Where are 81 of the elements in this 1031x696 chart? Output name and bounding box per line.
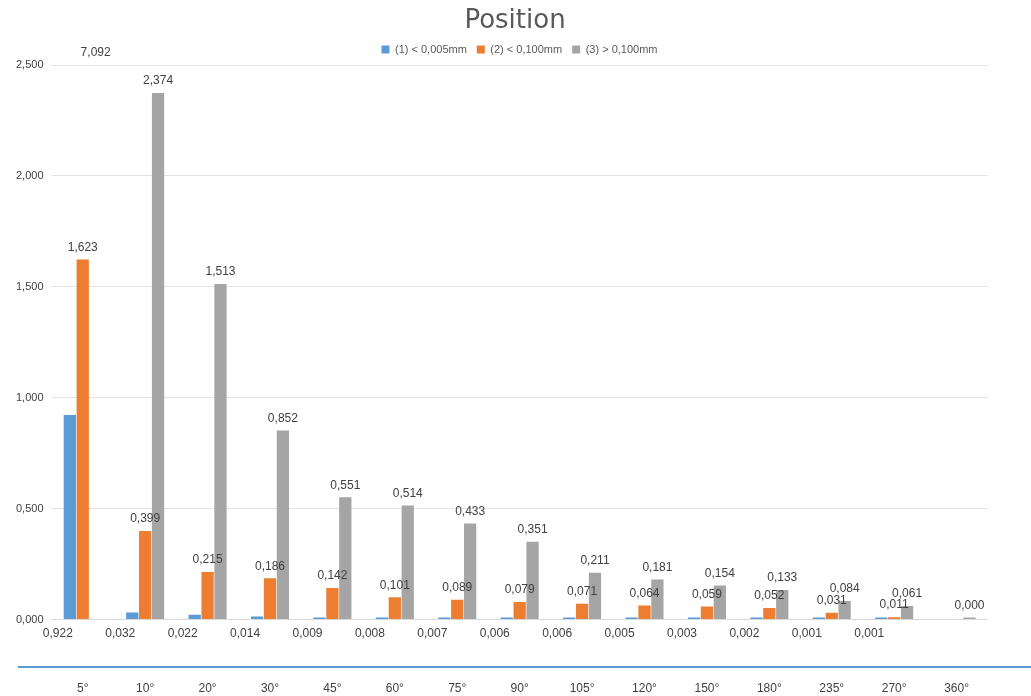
bar xyxy=(575,603,589,620)
x-tick-label: 180° xyxy=(756,681,782,696)
bar xyxy=(326,588,339,620)
x-tick-label: 105° xyxy=(569,681,595,696)
x-tick-label: 60° xyxy=(385,681,405,696)
bar xyxy=(638,605,651,620)
bar xyxy=(250,616,264,620)
data-label: 0,181 xyxy=(642,559,673,574)
bar xyxy=(700,606,714,620)
data-label: 0,064 xyxy=(629,585,660,600)
x-tick-label: 360° xyxy=(944,681,970,696)
x-tick-label: 5° xyxy=(76,681,89,696)
data-label: 0,000 xyxy=(954,597,985,612)
bar xyxy=(451,599,464,620)
legend-label: (3) > 0,100mm xyxy=(585,42,658,55)
data-label: 0,399 xyxy=(130,511,161,526)
data-label: 0,101 xyxy=(379,577,411,592)
x-tick-label: 30° xyxy=(260,681,280,696)
data-label: 0,014 xyxy=(230,625,261,640)
y-tick-label: 2,000 xyxy=(16,168,44,181)
y-tick-label: 0,000 xyxy=(16,612,44,625)
data-label: 0,007 xyxy=(417,625,448,640)
x-tick-label: 120° xyxy=(632,681,658,696)
data-label: 0,052 xyxy=(754,588,785,603)
bar xyxy=(63,415,76,620)
data-label: 2,374 xyxy=(143,73,174,88)
x-tick-label: 270° xyxy=(881,681,907,696)
x-tick-label: 20° xyxy=(198,681,217,696)
bar xyxy=(76,259,89,620)
data-label: 0,002 xyxy=(729,625,760,640)
data-label: 0,005 xyxy=(604,625,635,640)
x-tick-label: 235° xyxy=(819,681,845,696)
x-tick-label: 90° xyxy=(510,681,529,696)
data-label: 0,154 xyxy=(704,565,736,580)
bar xyxy=(513,602,526,620)
data-label: 0,003 xyxy=(667,625,698,640)
legend-label: (2) < 0,100mm xyxy=(490,42,563,55)
y-tick-label: 0,500 xyxy=(16,501,44,514)
data-label: 0,433 xyxy=(455,503,486,518)
data-label: 0,006 xyxy=(542,625,573,640)
data-label: 0,071 xyxy=(567,584,598,599)
y-tick-label: 2,500 xyxy=(16,58,44,71)
data-label: 0,142 xyxy=(317,568,348,583)
bar xyxy=(763,608,776,620)
data-label: 0,079 xyxy=(504,582,535,597)
data-label: 0,001 xyxy=(854,625,885,640)
data-label: 0,059 xyxy=(691,586,723,601)
chart-title: Position xyxy=(464,3,566,34)
x-tick-label: 10° xyxy=(136,681,155,696)
data-label: 0,551 xyxy=(330,477,361,492)
data-label: 0,133 xyxy=(767,570,798,585)
data-label: 0,008 xyxy=(354,625,386,640)
data-label: 0,215 xyxy=(192,552,223,567)
legend-label: (1) < 0,005mm xyxy=(395,42,467,55)
x-tick-label: 45° xyxy=(323,681,342,696)
data-label: 0,089 xyxy=(442,580,473,595)
data-label: 0,351 xyxy=(517,522,548,537)
data-label: 0,211 xyxy=(580,553,610,568)
data-label: 1,513 xyxy=(205,264,236,279)
data-label: 0,186 xyxy=(254,558,286,573)
data-label: 0,084 xyxy=(829,581,860,596)
data-label: 0,852 xyxy=(267,410,299,425)
data-label: 0,031 xyxy=(816,593,848,608)
text: 7,092 xyxy=(80,45,111,60)
data-label: 0,006 xyxy=(479,625,511,640)
data-label: 0,032 xyxy=(105,625,136,640)
data-label: 0,009 xyxy=(292,625,323,640)
data-label: 0,022 xyxy=(167,625,199,640)
x-tick-label: 75° xyxy=(448,681,467,696)
bar xyxy=(388,597,401,620)
bar xyxy=(139,531,152,620)
data-label: 0,001 xyxy=(791,625,823,640)
bar xyxy=(263,578,277,620)
y-tick-label: 1,000 xyxy=(16,390,44,403)
data-label: 0,922 xyxy=(42,625,74,640)
data-label: 1,623 xyxy=(67,239,99,254)
bar xyxy=(201,571,214,620)
data-label: 0,514 xyxy=(392,485,424,500)
bar xyxy=(825,612,838,620)
x-tick-label: 150° xyxy=(694,681,720,696)
y-tick-label: 1,500 xyxy=(16,279,44,292)
